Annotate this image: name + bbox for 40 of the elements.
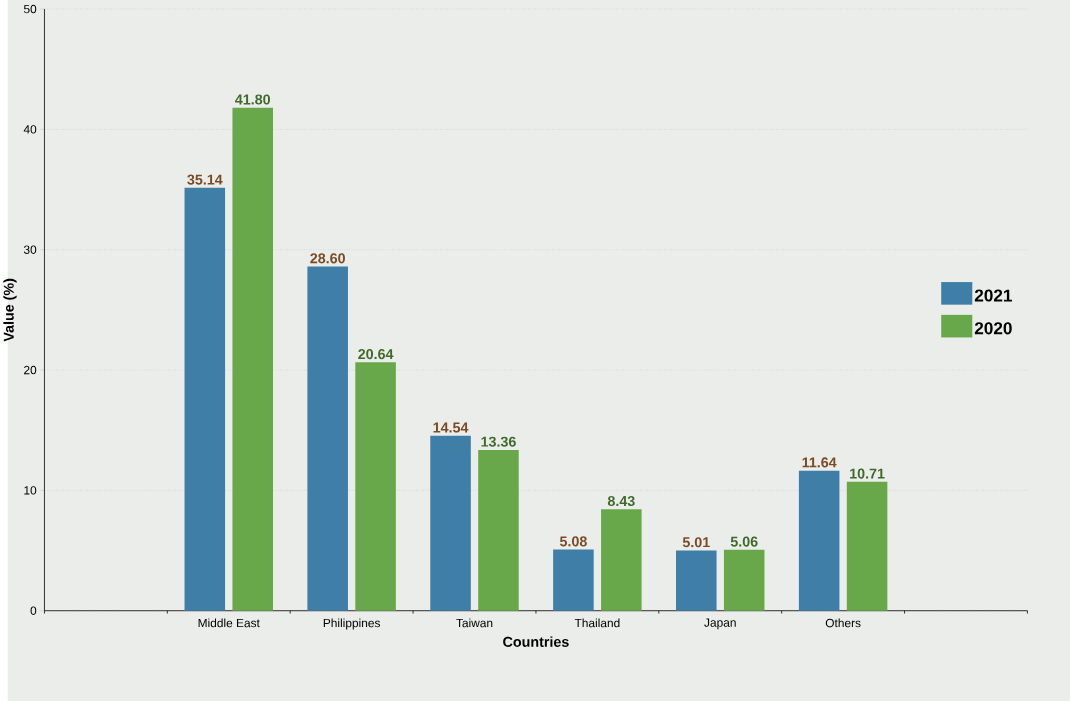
data-label: 13.36 xyxy=(481,436,516,447)
y-tick-label: 20 xyxy=(24,365,37,375)
bar xyxy=(184,187,226,611)
data-label: 5.08 xyxy=(559,536,587,547)
bar xyxy=(232,107,273,611)
y-tick-label: 30 xyxy=(23,245,37,254)
data-label: 14.54 xyxy=(433,422,469,433)
x-tick-label: Japan xyxy=(704,618,736,630)
data-label: 11.64 xyxy=(802,457,837,468)
data-label: 8.43 xyxy=(607,495,635,507)
data-label: 5.06 xyxy=(730,536,758,547)
x-tick-label: Others xyxy=(825,618,861,628)
legend-label: 2020 xyxy=(974,322,1012,335)
y-tick-label: 50 xyxy=(23,4,37,14)
x-axis-title: Countries xyxy=(503,636,569,647)
data-label: 5.01 xyxy=(682,537,710,548)
data-label: 28.60 xyxy=(310,253,345,264)
bar xyxy=(601,509,642,611)
x-tick-label: Thailand xyxy=(574,618,620,628)
bar xyxy=(478,449,519,611)
x-tick-label: Philippines xyxy=(323,618,380,630)
bar xyxy=(676,550,717,611)
data-label: 41.80 xyxy=(235,94,271,105)
bar xyxy=(355,362,396,611)
data-label: 20.64 xyxy=(358,349,394,360)
x-tick-label: Middle East xyxy=(198,618,260,628)
y-axis-title: Value (%) xyxy=(3,278,17,342)
bar xyxy=(553,549,594,611)
x-tick-label: Taiwan xyxy=(456,618,493,628)
data-label: 10.71 xyxy=(850,468,885,479)
legend-label: 2021 xyxy=(974,289,1012,302)
y-tick-label: 10 xyxy=(24,486,37,495)
bar xyxy=(846,481,888,611)
bar xyxy=(307,266,348,611)
data-label: 35.14 xyxy=(187,174,223,185)
bar xyxy=(798,470,840,611)
y-tick-label: 40 xyxy=(23,125,37,134)
y-tick-label: 0 xyxy=(30,606,37,615)
bar xyxy=(430,435,471,611)
bar xyxy=(723,549,765,611)
